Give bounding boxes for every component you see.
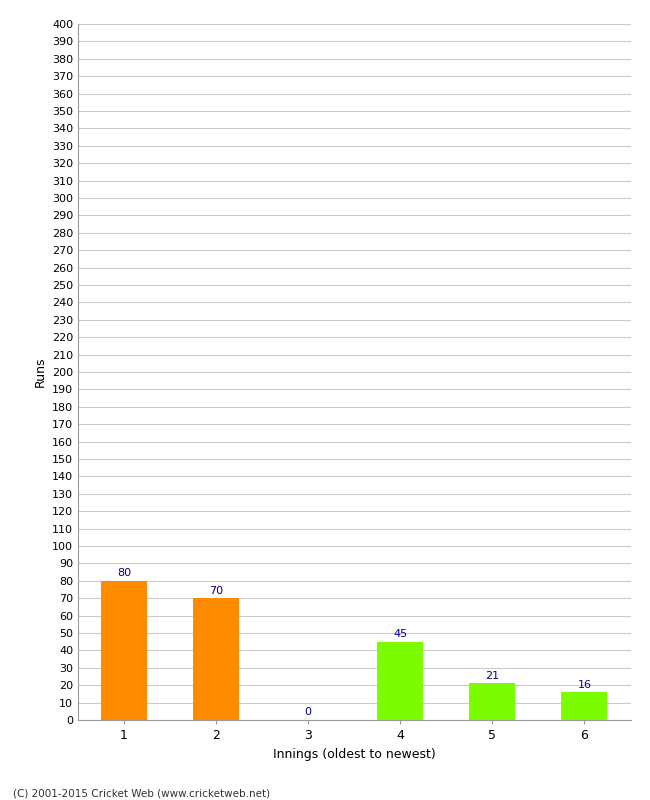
Text: 21: 21 [486, 671, 499, 681]
Bar [193, 598, 239, 720]
Text: 0: 0 [305, 707, 312, 718]
Text: 16: 16 [577, 679, 592, 690]
Text: (C) 2001-2015 Cricket Web (www.cricketweb.net): (C) 2001-2015 Cricket Web (www.cricketwe… [13, 788, 270, 798]
Text: 45: 45 [393, 629, 408, 639]
Bar [469, 683, 515, 720]
Text: 70: 70 [209, 586, 223, 595]
X-axis label: Innings (oldest to newest): Innings (oldest to newest) [273, 747, 436, 761]
Text: 80: 80 [117, 568, 131, 578]
Bar [101, 581, 147, 720]
Bar [377, 642, 423, 720]
Y-axis label: Runs: Runs [33, 357, 46, 387]
Bar [562, 692, 608, 720]
